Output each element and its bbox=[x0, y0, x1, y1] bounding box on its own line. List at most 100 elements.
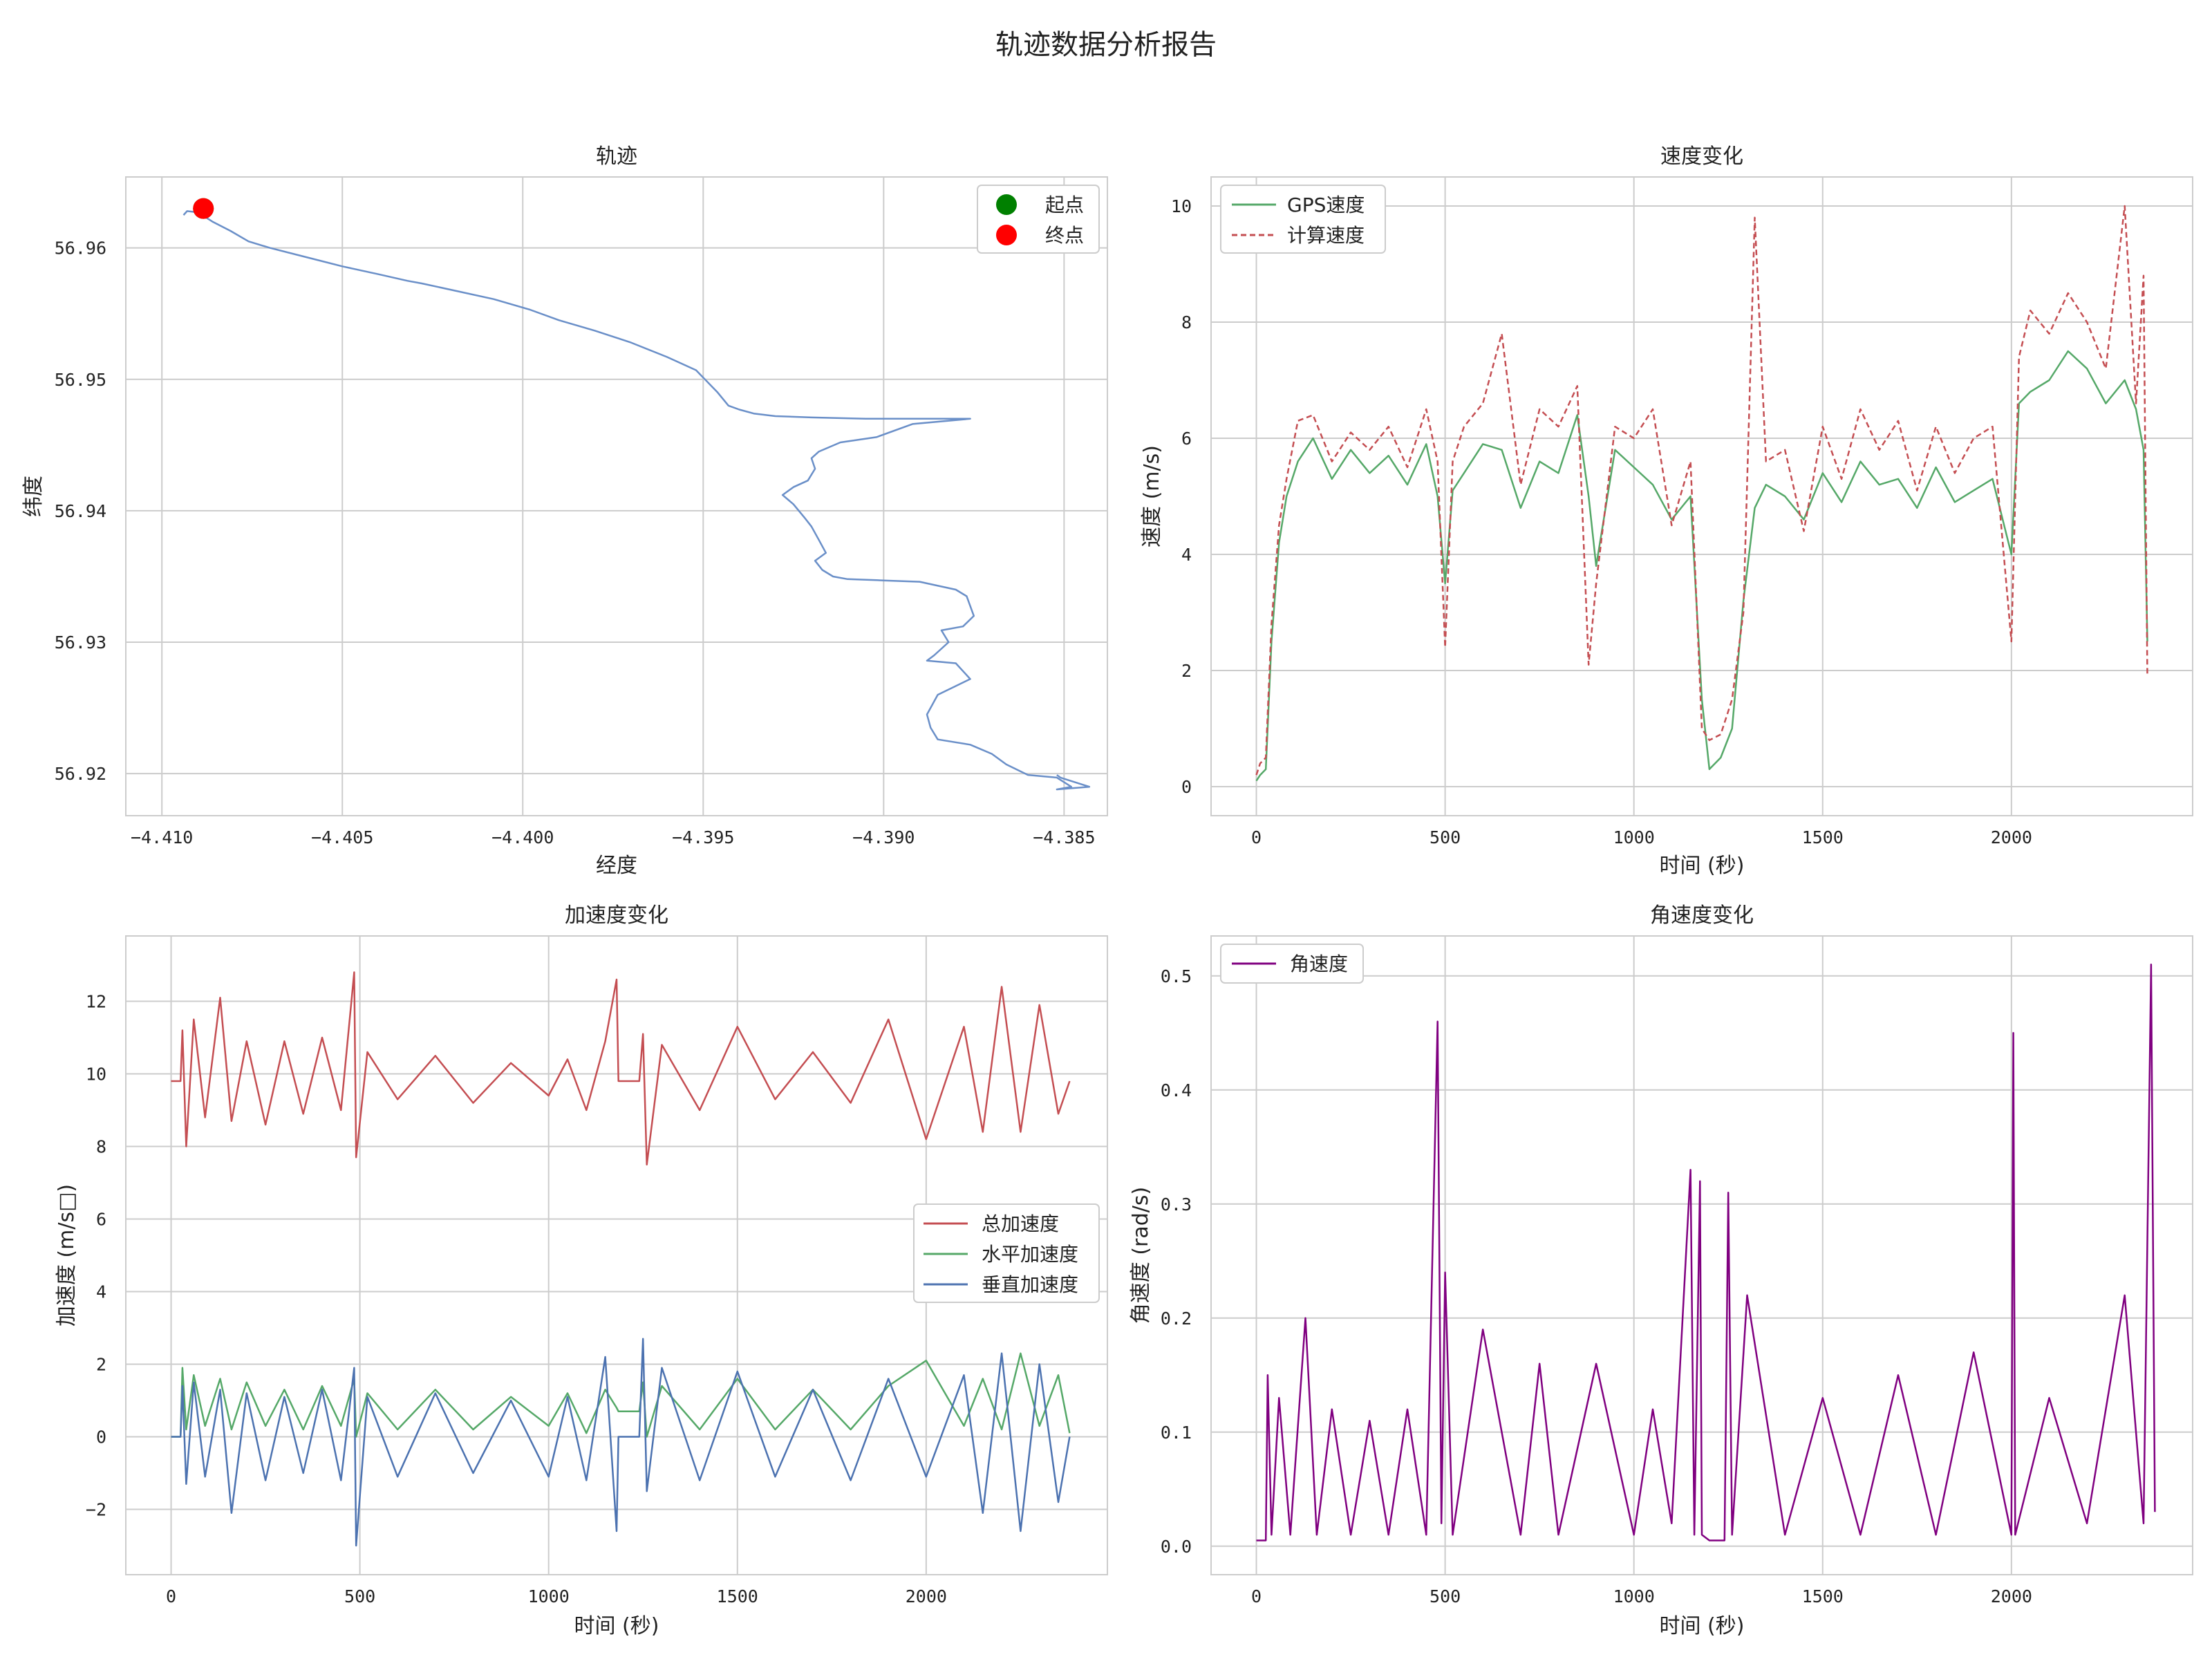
x-tick-label: 1500 bbox=[717, 1586, 758, 1606]
x-axis-label: 时间 (秒) bbox=[1660, 1614, 1745, 1638]
acceleration-panel: 0 500 1000 1500 2000 −2 0 2 4 6 8 10 12 加速度变化 时间 (秒)… bbox=[55, 903, 1108, 1638]
x-tick-label: 1000 bbox=[1613, 827, 1655, 847]
plot-area bbox=[1210, 176, 2193, 816]
trajectory-panel: −4.410 −4.405 −4.400 −4.395 −4.390 −4.385 56.9… bbox=[21, 144, 1108, 878]
y-tick-label: 0.2 bbox=[1161, 1309, 1192, 1329]
y-tick-label: 8 bbox=[96, 1137, 106, 1157]
x-tick-label: 2000 bbox=[906, 1586, 947, 1606]
series-line-1 bbox=[182, 210, 1091, 791]
tick-layer: 0 500 1000 1500 2000 0 2 4 6 8 10 bbox=[1171, 196, 2032, 847]
y-axis-label: 加速度 (m/s□) bbox=[55, 1184, 79, 1327]
x-tick-label: 2000 bbox=[1991, 827, 2032, 847]
y-tick-label: 4 bbox=[1181, 545, 1192, 565]
legend: 总加速度 水平加速度 垂直加速度 bbox=[913, 1203, 1100, 1303]
y-tick-label: 6 bbox=[96, 1210, 106, 1230]
legend-label-calc: 计算速度 bbox=[1287, 224, 1365, 247]
legend: GPS速度 计算速度 bbox=[1220, 185, 1386, 254]
tick-layer: 0 500 1000 1500 2000 −2 0 2 4 6 8 10 12 bbox=[86, 992, 947, 1607]
series-line-1 bbox=[171, 971, 1071, 1166]
x-tick-label: −4.385 bbox=[1033, 827, 1095, 847]
series-layer bbox=[1255, 205, 2148, 782]
y-tick-label: 0 bbox=[1181, 777, 1192, 797]
chart-title: 轨迹 bbox=[596, 144, 637, 169]
legend-label-end: 终点 bbox=[1045, 224, 1084, 247]
series-line-2 bbox=[171, 1352, 1071, 1438]
y-tick-label: 10 bbox=[86, 1065, 106, 1085]
x-tick-label: 0 bbox=[1251, 827, 1262, 847]
x-tick-label: −4.410 bbox=[131, 827, 193, 847]
series-line-3 bbox=[171, 1338, 1071, 1547]
y-tick-label: 56.92 bbox=[55, 764, 106, 784]
legend-label-angular: 角速度 bbox=[1290, 953, 1348, 975]
x-tick-label: −4.405 bbox=[311, 827, 373, 847]
y-tick-label: 0 bbox=[96, 1427, 106, 1447]
series-line-1 bbox=[1256, 964, 2156, 1541]
legend-marker-start bbox=[996, 194, 1017, 215]
y-tick-label: −2 bbox=[86, 1500, 106, 1520]
series-layer bbox=[1256, 964, 2156, 1541]
grid bbox=[1211, 177, 2193, 816]
grid bbox=[126, 177, 1107, 816]
x-tick-label: 1000 bbox=[1613, 1586, 1655, 1606]
y-tick-label: 0.0 bbox=[1161, 1537, 1192, 1557]
y-axis-label: 纬度 bbox=[21, 476, 46, 517]
x-tick-label: −4.390 bbox=[852, 827, 915, 847]
legend-label-vertical: 垂直加速度 bbox=[982, 1273, 1078, 1296]
speed-panel: 0 500 1000 1500 2000 0 2 4 6 8 10 速度变化 时间 (秒) 速度 (… bbox=[1140, 144, 2193, 878]
angular-velocity-panel: 0 500 1000 1500 2000 0.0 0.1 0.2 0.3 0.4 0.5 角速度变化… bbox=[1129, 903, 2193, 1638]
y-tick-label: 56.96 bbox=[55, 238, 106, 259]
x-tick-label: −4.400 bbox=[491, 827, 554, 847]
x-axis-label: 时间 (秒) bbox=[574, 1614, 659, 1638]
y-tick-label: 8 bbox=[1181, 312, 1192, 332]
x-axis-label: 时间 (秒) bbox=[1660, 854, 1745, 878]
y-tick-label: 10 bbox=[1171, 196, 1192, 216]
x-tick-label: 500 bbox=[1430, 1586, 1461, 1606]
point-marker-2 bbox=[193, 198, 214, 219]
tick-layer: 0 500 1000 1500 2000 0.0 0.1 0.2 0.3 0.4 0.5 bbox=[1161, 966, 2032, 1606]
series-line-1 bbox=[1255, 350, 2148, 782]
chart-title: 速度变化 bbox=[1660, 144, 1743, 169]
legend-label-start: 起点 bbox=[1045, 194, 1084, 216]
x-tick-label: 0 bbox=[166, 1586, 176, 1606]
y-tick-label: 0.1 bbox=[1161, 1423, 1192, 1443]
legend: 起点 终点 bbox=[977, 185, 1100, 254]
x-tick-label: 500 bbox=[1430, 827, 1461, 847]
legend-label-gps: GPS速度 bbox=[1287, 194, 1365, 216]
x-tick-label: 500 bbox=[344, 1586, 375, 1606]
tick-layer: −4.410 −4.405 −4.400 −4.395 −4.390 −4.385 56.9… bbox=[55, 238, 1096, 847]
legend-label-total: 总加速度 bbox=[982, 1212, 1059, 1235]
y-tick-label: 56.95 bbox=[55, 370, 106, 390]
legend-frame bbox=[913, 1203, 1100, 1303]
legend-marker-end bbox=[996, 225, 1017, 245]
series-layer bbox=[171, 971, 1071, 1547]
x-axis-label: 经度 bbox=[596, 854, 637, 878]
legend: 角速度 bbox=[1220, 944, 1364, 984]
x-tick-label: 1000 bbox=[528, 1586, 570, 1606]
y-tick-label: 2 bbox=[1181, 661, 1192, 681]
x-tick-label: 1500 bbox=[1802, 1586, 1844, 1606]
x-tick-label: 1500 bbox=[1802, 827, 1844, 847]
y-tick-label: 0.4 bbox=[1161, 1080, 1192, 1100]
y-axis-label: 速度 (m/s) bbox=[1140, 445, 1164, 547]
chart-title: 角速度变化 bbox=[1650, 903, 1754, 928]
y-axis-label: 角速度 (rad/s) bbox=[1129, 1187, 1153, 1324]
x-tick-label: 0 bbox=[1251, 1586, 1262, 1606]
x-tick-label: −4.395 bbox=[672, 827, 734, 847]
series-layer bbox=[182, 198, 1091, 791]
series-line-2 bbox=[1255, 205, 2148, 776]
x-tick-label: 2000 bbox=[1991, 1586, 2032, 1606]
plot-area bbox=[125, 176, 1108, 816]
figure-title: 轨迹数据分析报告 bbox=[995, 29, 1217, 61]
legend-label-horizontal: 水平加速度 bbox=[982, 1243, 1078, 1266]
chart-title: 加速度变化 bbox=[565, 903, 668, 928]
y-tick-label: 56.93 bbox=[55, 632, 106, 653]
y-tick-label: 56.94 bbox=[55, 501, 106, 521]
y-tick-label: 4 bbox=[96, 1282, 106, 1302]
y-tick-label: 12 bbox=[86, 992, 106, 1012]
y-tick-label: 2 bbox=[96, 1355, 106, 1375]
legend-frame bbox=[1220, 944, 1364, 984]
y-tick-label: 0.5 bbox=[1161, 966, 1192, 986]
y-tick-label: 0.3 bbox=[1161, 1194, 1192, 1215]
y-tick-label: 6 bbox=[1181, 429, 1192, 449]
